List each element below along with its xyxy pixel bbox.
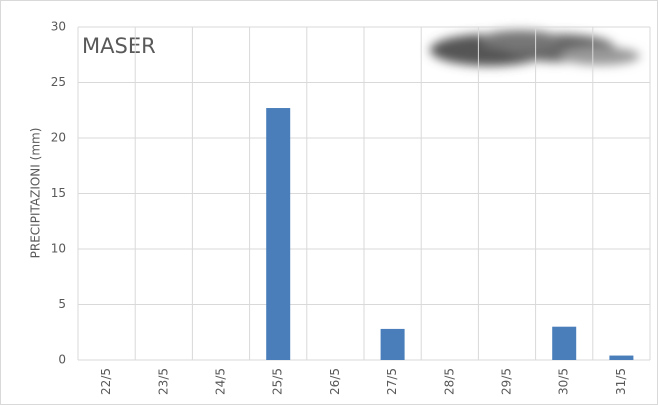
chart-title: MASER xyxy=(82,34,156,58)
bar xyxy=(609,355,634,360)
x-tick-label: 29/5 xyxy=(500,368,514,395)
x-tick-label: 26/5 xyxy=(328,368,342,395)
y-axis-label: PRECIPITAZIONI (mm) xyxy=(29,128,43,259)
x-tick-label: 28/5 xyxy=(442,368,456,395)
bar xyxy=(552,326,577,360)
y-tick-label: 15 xyxy=(51,186,66,200)
x-tick-label: 31/5 xyxy=(614,368,628,395)
y-tick-label: 0 xyxy=(58,353,66,367)
y-tick-label: 20 xyxy=(51,131,66,145)
bar xyxy=(266,108,291,360)
y-tick-label: 5 xyxy=(58,297,66,311)
y-tick-label: 25 xyxy=(51,75,66,89)
cloud-decoration xyxy=(430,30,640,66)
x-tick-label: 25/5 xyxy=(271,368,285,395)
x-tick-label: 27/5 xyxy=(385,368,399,395)
x-tick-label: 24/5 xyxy=(214,368,228,395)
x-tick-label: 23/5 xyxy=(156,368,170,395)
bar xyxy=(380,328,405,360)
x-tick-label: 30/5 xyxy=(557,368,571,395)
y-tick-label: 10 xyxy=(51,242,66,256)
x-tick-label: 22/5 xyxy=(99,368,113,395)
y-tick-label: 30 xyxy=(51,20,66,34)
